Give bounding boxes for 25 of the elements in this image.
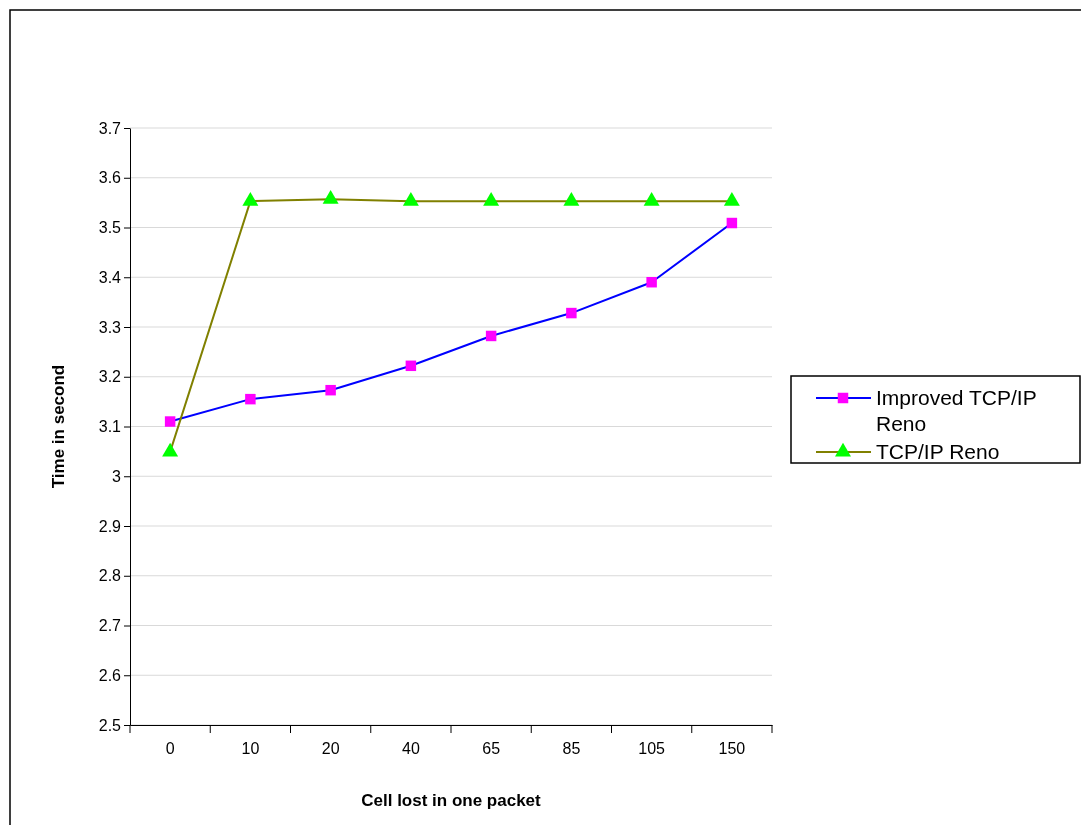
y-tick-label: 2.6	[98, 666, 122, 684]
x-tick-label: 40	[401, 739, 420, 757]
y-tick-label: 3	[112, 467, 122, 485]
y-tick-label: 3.5	[98, 219, 122, 237]
y-tick-label: 3.6	[98, 169, 122, 187]
y-tick-label: 2.8	[98, 567, 122, 585]
x-axis-title: Cell lost in one packet	[361, 791, 542, 810]
x-tick-label: 65	[482, 739, 501, 757]
y-axis-title: Time in second	[49, 364, 68, 489]
x-tick-label: 105	[638, 739, 666, 757]
x-tick-label: 150	[718, 739, 746, 757]
y-tick-label: 3.3	[98, 318, 122, 336]
x-tick-label: 10	[241, 739, 260, 757]
y-tick-label: 3.4	[98, 268, 122, 286]
y-tick-label: 2.9	[98, 517, 122, 535]
legend-label: TCP/IP Reno	[876, 440, 1000, 463]
x-tick-label: 0	[165, 739, 175, 757]
x-tick-label: 20	[321, 739, 340, 757]
y-tick-label: 2.7	[98, 617, 122, 635]
y-tick-label: 3.1	[98, 418, 122, 436]
legend-label: Improved TCP/IP Reno	[876, 386, 1037, 435]
y-tick-label: 3.2	[98, 368, 122, 386]
y-tick-label: 2.5	[98, 716, 122, 734]
x-tick-label: 85	[562, 739, 581, 757]
y-tick-label: 3.7	[98, 119, 122, 137]
